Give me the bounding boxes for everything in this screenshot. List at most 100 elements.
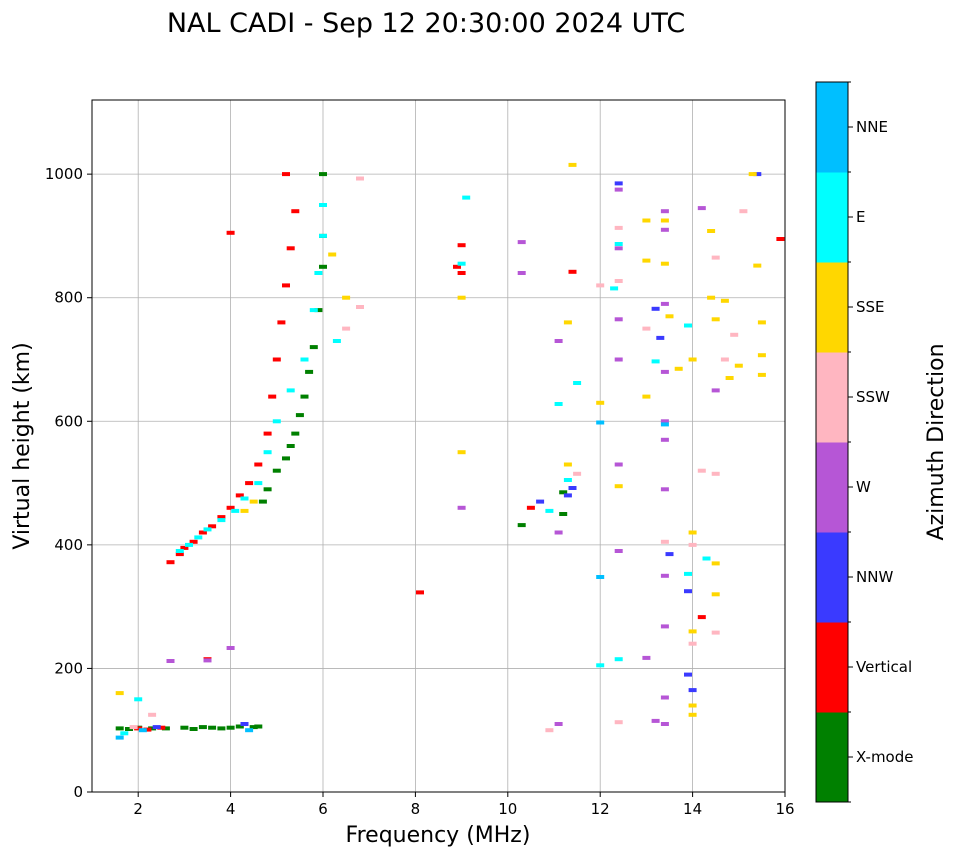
echo-point-x-mode (305, 369, 314, 374)
echo-point-w (660, 209, 669, 214)
x-tick-label: 16 (775, 800, 794, 818)
echo-point-vertical (286, 246, 295, 251)
colorbar-segment-nne (816, 82, 848, 173)
echo-point-w (651, 718, 660, 723)
echo-point-x-mode (319, 172, 327, 177)
echo-point-vertical (180, 545, 189, 550)
echo-point-vertical (416, 590, 424, 595)
echo-point-sse (642, 218, 651, 223)
echo-point-vertical (226, 230, 235, 235)
colorbar-segment-ssw (816, 352, 848, 443)
echo-point-sse (707, 229, 716, 233)
echo-point-nnw (688, 688, 697, 693)
echo-point-x-mode (295, 413, 304, 418)
colorbar-tick-label: W (856, 478, 871, 496)
echo-point-x-mode (286, 444, 295, 448)
echo-point-vertical (166, 560, 175, 565)
echo-point-sse (563, 320, 572, 325)
echo-point-x-mode (161, 726, 170, 731)
echo-point-sse (711, 317, 720, 322)
echo-point-e (573, 381, 582, 385)
echo-point-ssw (614, 225, 623, 230)
echo-point-e (545, 508, 554, 513)
echo-point-sse (614, 484, 623, 489)
echo-point-nne (115, 735, 124, 740)
echo-point-x-mode (314, 308, 323, 313)
colorbar-tick-label: SSW (856, 388, 890, 406)
echo-point-vertical (272, 357, 281, 362)
x-tick-label: 8 (411, 800, 421, 818)
echo-point-x-mode (319, 264, 327, 269)
echo-point-nnw (614, 181, 623, 186)
echo-point-vertical (143, 727, 152, 732)
echo-point-w (660, 624, 669, 629)
echo-point-e (203, 527, 212, 532)
echo-point-sse (711, 592, 720, 597)
echo-point-w (457, 505, 466, 510)
colorbar-tick-label: E (856, 208, 865, 226)
echo-point-ssw (596, 283, 605, 288)
echo-point-sse (720, 298, 729, 303)
echo-point-e (309, 308, 318, 313)
colorbar-segment-e (816, 172, 848, 263)
echo-point-sse (757, 372, 766, 377)
echo-point-e (684, 571, 692, 576)
echo-point-x-mode (189, 727, 198, 731)
echo-point-vertical (697, 615, 706, 620)
echo-point-x-mode (300, 394, 309, 399)
x-tick-label: 6 (318, 800, 328, 818)
echo-point-vertical (208, 524, 217, 529)
echo-point-ssw (688, 542, 697, 547)
echo-point-e (240, 496, 249, 501)
echo-point-e (194, 535, 203, 540)
echo-point-vertical (217, 515, 226, 520)
echo-point-nnw (665, 552, 674, 557)
echo-point-x-mode (291, 431, 300, 436)
echo-point-sse (660, 218, 669, 223)
echo-point-sse (665, 314, 674, 319)
echo-point-x-mode (272, 468, 281, 473)
echo-point-e (332, 339, 341, 343)
echo-point-vertical (198, 530, 207, 535)
echo-point-w (660, 227, 669, 232)
colorbar-segment-w (816, 442, 848, 533)
echo-point-nnw (753, 172, 762, 177)
echo-point-x-mode (235, 724, 244, 729)
x-axis-label: Frequency (MHz) (346, 823, 531, 848)
echo-point-e (563, 478, 572, 482)
echo-point-e (314, 271, 323, 275)
echo-point-w (614, 462, 623, 467)
echo-point-x-mode (559, 512, 568, 516)
echo-point-sse (748, 172, 757, 177)
echo-point-e (272, 419, 281, 424)
echo-point-ssw (545, 728, 554, 733)
echo-point-ssw (148, 712, 157, 717)
echo-point-w (660, 419, 669, 424)
plot-frame (91, 99, 786, 793)
echo-point-e (554, 402, 563, 406)
echo-point-w (554, 339, 563, 343)
echo-point-sse (240, 508, 249, 513)
echo-point-sse (568, 162, 577, 167)
echo-point-sse (642, 258, 651, 263)
echo-point-w (226, 646, 235, 650)
echo-point-ssw (614, 720, 623, 725)
y-tick-label: 200 (54, 659, 83, 677)
echo-point-w (517, 240, 526, 245)
y-tick-label: 1000 (45, 165, 83, 183)
echo-point-sse (660, 261, 669, 266)
colorbar-tick-label: NNE (856, 118, 888, 136)
echo-point-sse (688, 357, 697, 362)
echo-point-sse (563, 462, 572, 467)
echo-point-ssw (739, 209, 748, 214)
echo-point-ssw (730, 332, 739, 337)
echo-point-x-mode (115, 726, 124, 731)
echo-point-ssw (614, 279, 623, 283)
data-points (115, 162, 785, 740)
echo-point-w (660, 573, 669, 578)
echo-point-x-mode (226, 725, 235, 730)
echo-point-nnw (656, 335, 665, 340)
echo-point-nne (596, 575, 605, 579)
colorbar-frame (815, 81, 849, 803)
echo-point-nnw (684, 589, 692, 594)
